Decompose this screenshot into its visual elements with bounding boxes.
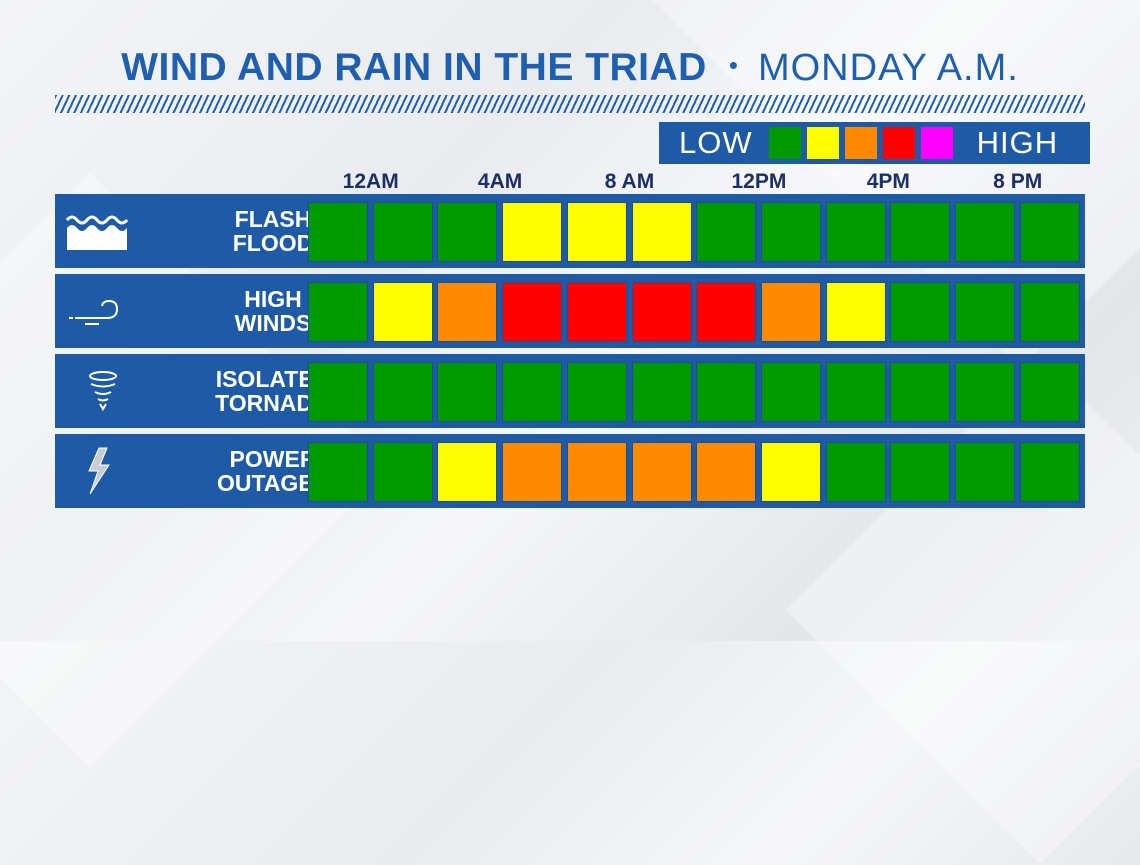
time-label: 8 AM [604,170,655,193]
risk-cell [955,362,1015,422]
risk-cell [566,362,627,422]
risk-legend: LOW HIGH [659,122,1090,164]
lightning-bolt-icon [63,444,135,498]
risk-cell [696,202,757,262]
risk-cell [890,202,951,262]
risk-cell [890,442,951,502]
time-label: 8 PM [993,170,1043,193]
risk-cell [955,282,1015,342]
title-separator: • [728,49,738,80]
risk-cell [631,282,692,342]
risk-cell [308,202,368,262]
risk-cell [696,282,757,342]
wind-icon [63,284,135,338]
legend-swatch-1 [768,127,801,159]
risk-cell [696,442,757,502]
risk-cell [825,282,886,342]
risk-cell [1019,362,1080,422]
risk-cell [631,442,692,502]
risk-cell [437,202,498,262]
risk-cell [566,202,627,262]
risk-cell [372,442,433,502]
row-label: FLASH FLOOD [232,206,314,256]
risk-cell [437,282,498,342]
row-label: HIGH WINDS [234,286,312,336]
risk-cell [760,282,821,342]
risk-row: FLASH FLOOD [55,194,1085,268]
time-label: 4PM [866,170,910,193]
title-underline [55,95,1085,113]
risk-cell [308,282,368,342]
risk-cell [955,202,1015,262]
risk-cell [566,442,627,502]
risk-row: ISOLATED TORNADO [55,354,1085,428]
legend-high-label: HIGH [976,125,1059,160]
legend-swatch-3 [844,127,877,159]
risk-cell [890,362,951,422]
risk-cell [372,202,433,262]
risk-cell [955,442,1015,502]
risk-cell [437,442,498,502]
risk-row: HIGH WINDS [55,274,1085,348]
legend-low-label: LOW [679,125,753,160]
time-label: 4AM [477,170,523,193]
title-subtitle: MONDAY A.M. [757,46,1019,89]
time-label: 12AM [342,170,399,193]
risk-cell [308,442,368,502]
risk-cell [437,362,498,422]
risk-cell [825,202,886,262]
risk-cell [760,442,821,502]
risk-cell [1019,442,1080,502]
risk-cell [372,282,433,342]
risk-cell [566,282,627,342]
water-waves-icon [63,204,135,258]
risk-cell [631,362,692,422]
legend-swatch-4 [882,127,915,159]
risk-cell [502,282,563,342]
legend-swatch-2 [806,127,839,159]
tornado-icon [63,364,135,418]
risk-cell [308,362,368,422]
risk-cell [631,202,692,262]
risk-cell [502,362,563,422]
risk-cell [696,362,757,422]
risk-cell [825,362,886,422]
risk-cell [502,442,563,502]
legend-swatch-5 [920,127,953,159]
risk-row: POWER OUTAGES [55,434,1085,508]
risk-cell [760,202,821,262]
risk-cell [1019,282,1080,342]
risk-cell [760,362,821,422]
risk-cell [825,442,886,502]
risk-cell [1019,202,1080,262]
time-label: 12PM [731,170,787,193]
risk-cell [502,202,563,262]
risk-cell [372,362,433,422]
risk-cell [890,282,951,342]
page-title: WIND AND RAIN IN THE TRIAD • MONDAY A.M. [55,40,1085,96]
title-main: WIND AND RAIN IN THE TRIAD [121,46,707,89]
